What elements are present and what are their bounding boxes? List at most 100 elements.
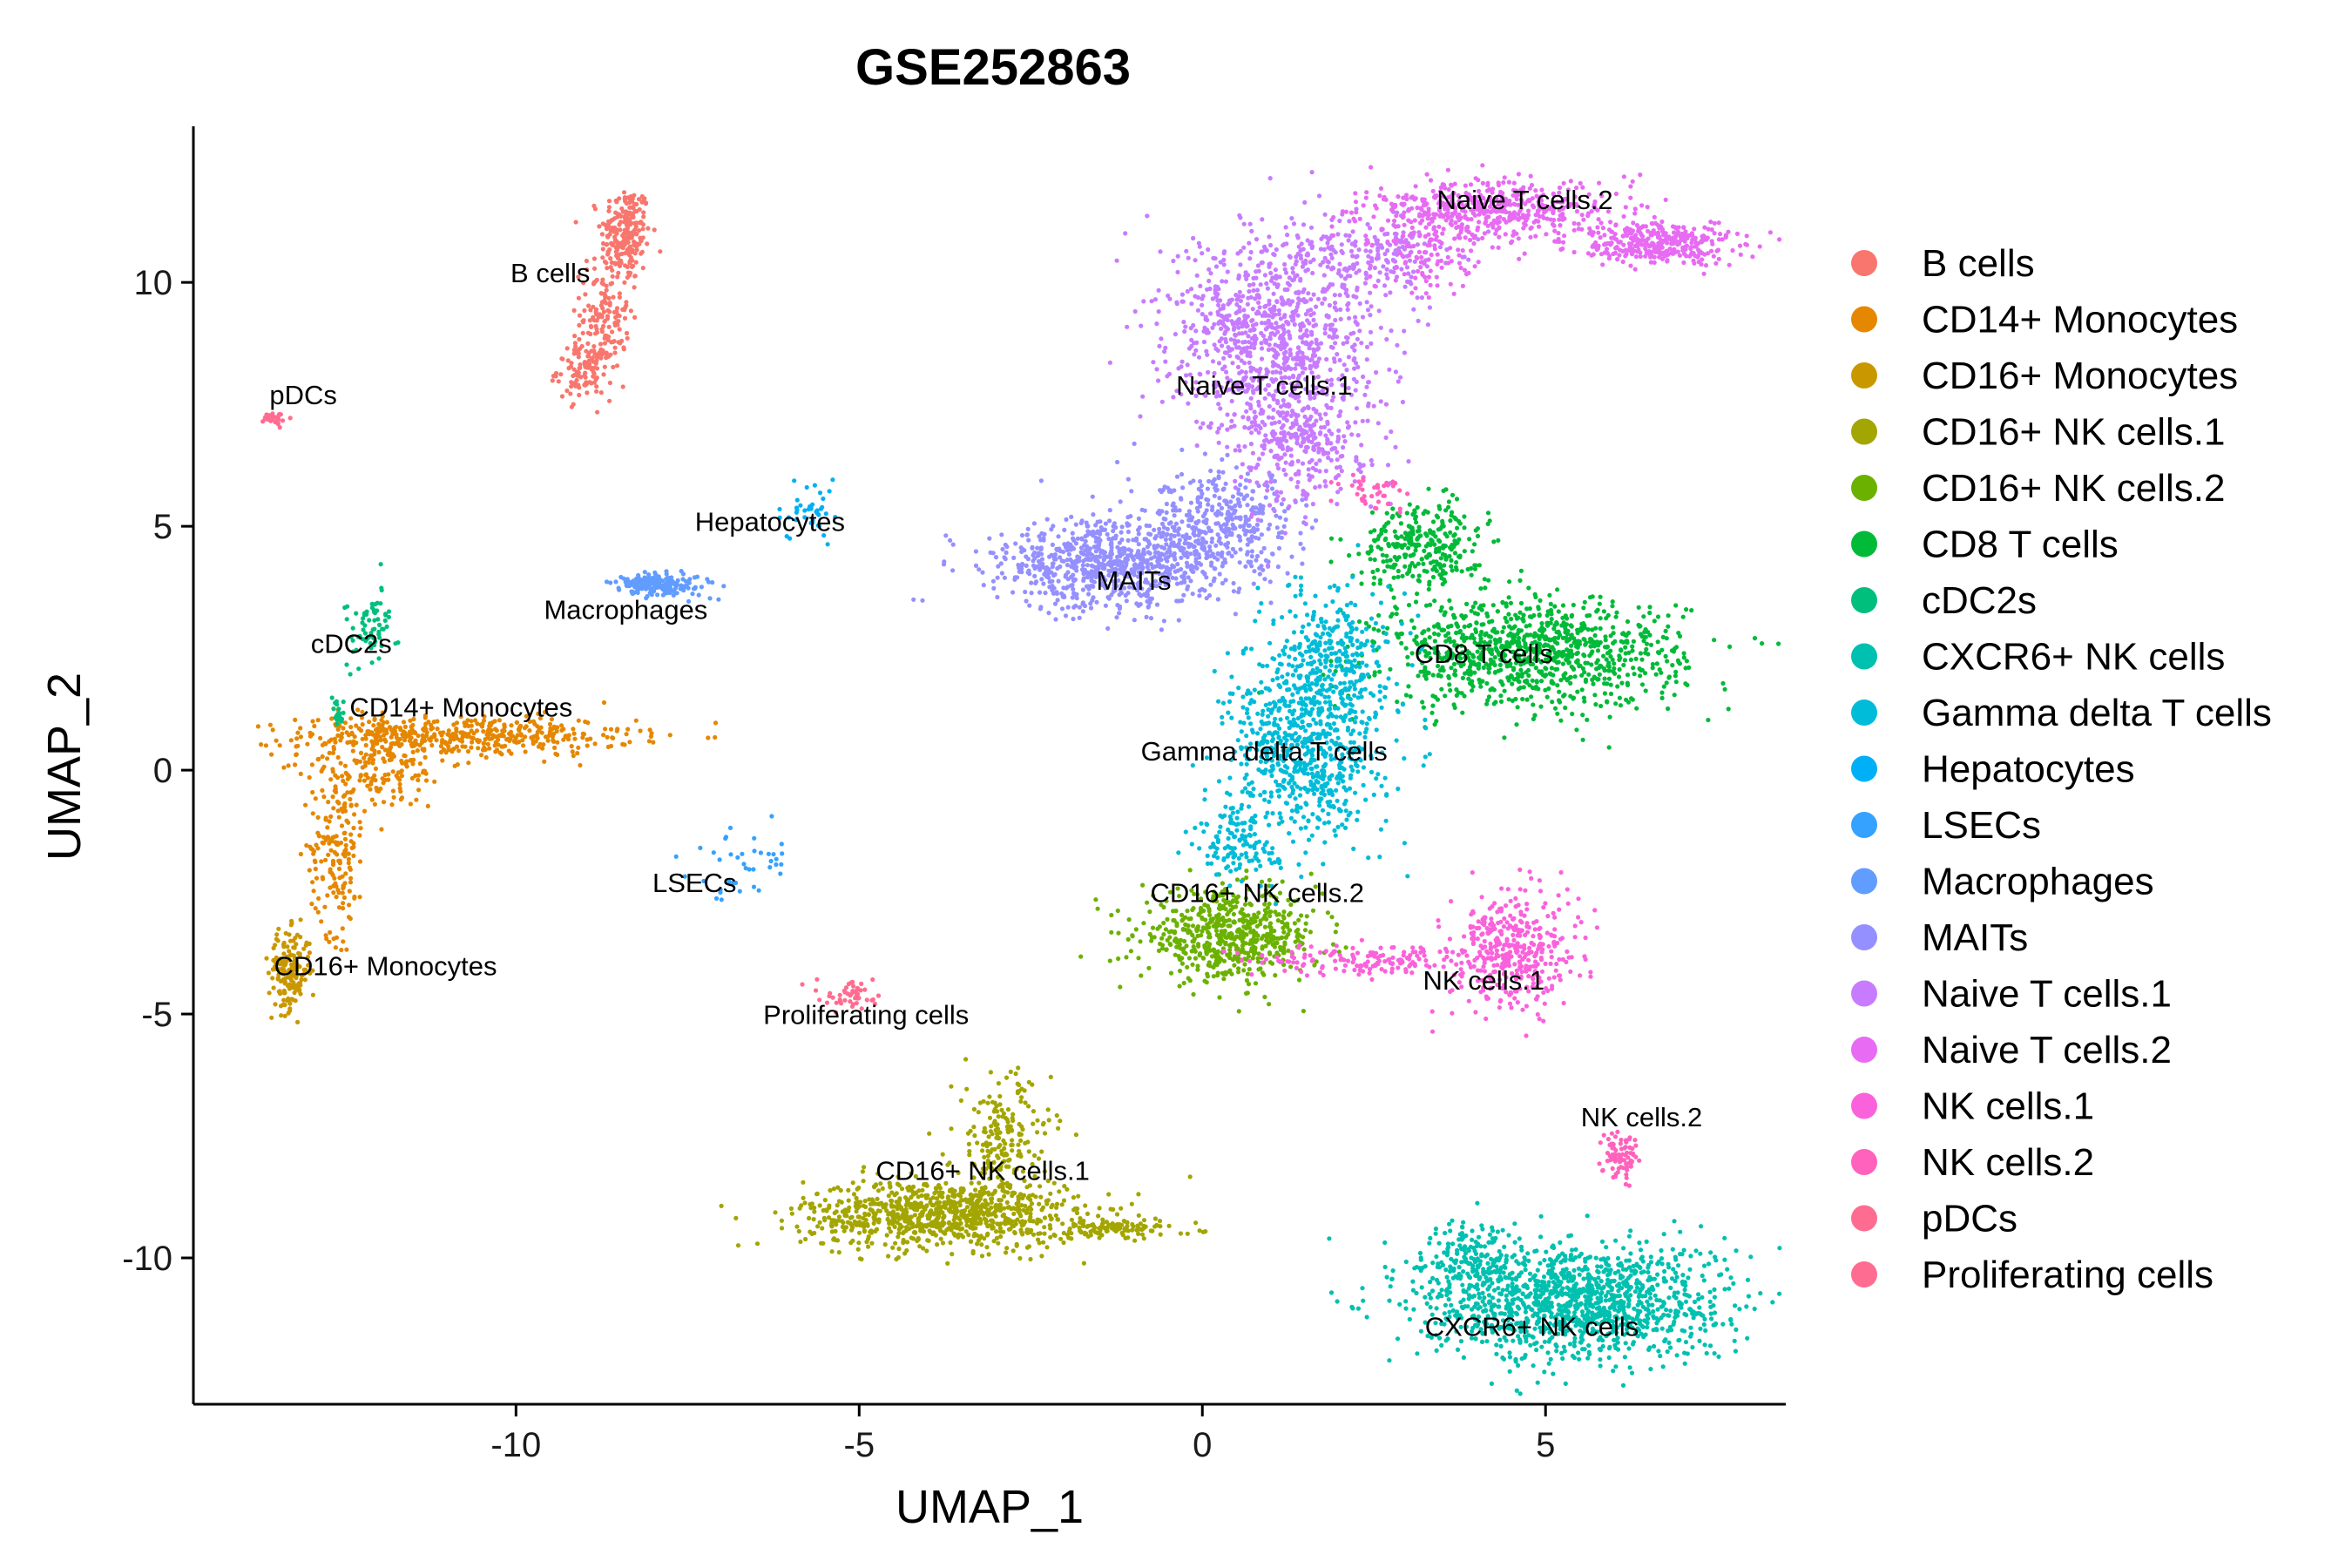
data-point [997, 1102, 1003, 1107]
data-point [1449, 605, 1454, 611]
data-point [1530, 678, 1535, 683]
data-point [330, 794, 335, 800]
data-point [1012, 1230, 1017, 1235]
data-point [399, 741, 404, 747]
data-point [836, 1250, 841, 1255]
data-point [445, 744, 451, 749]
data-point [1706, 717, 1711, 723]
data-point [1472, 542, 1477, 547]
data-point [991, 1120, 997, 1125]
data-point [497, 718, 503, 723]
data-point [1580, 737, 1585, 742]
data-point [1595, 658, 1600, 663]
data-point [1639, 657, 1645, 662]
data-point [371, 723, 376, 728]
data-point [581, 732, 586, 737]
data-point [966, 1141, 971, 1146]
data-point [1356, 618, 1362, 625]
data-point [879, 1200, 884, 1206]
data-point [275, 938, 280, 943]
data-point [586, 303, 591, 308]
data-point [1203, 1229, 1208, 1234]
data-point [634, 209, 639, 214]
data-point [465, 718, 470, 723]
data-point [1223, 971, 1228, 977]
data-point [298, 771, 303, 777]
data-point [1058, 1119, 1063, 1124]
data-point [1605, 681, 1610, 686]
data-point [1538, 1234, 1544, 1240]
data-point [706, 735, 711, 740]
data-point [1524, 606, 1530, 612]
data-point [1469, 572, 1474, 578]
data-point [1281, 929, 1287, 935]
data-point [1551, 626, 1557, 632]
data-point [617, 291, 623, 296]
data-point [1267, 1002, 1272, 1007]
data-point [328, 867, 333, 872]
data-point [1477, 1295, 1483, 1301]
data-point [479, 724, 485, 729]
data-point [1003, 1221, 1008, 1227]
data-point [1130, 1227, 1135, 1233]
data-point [846, 1187, 851, 1193]
data-point [1485, 521, 1490, 527]
data-point [1544, 612, 1550, 618]
data-point [1195, 933, 1200, 938]
data-point [363, 773, 368, 778]
data-point [1571, 602, 1576, 608]
data-point [1468, 669, 1473, 674]
data-point [1493, 700, 1498, 705]
data-point [628, 220, 634, 226]
data-point [1486, 694, 1492, 700]
data-point [341, 939, 346, 944]
data-point [1152, 1216, 1158, 1221]
data-point [1244, 868, 1249, 874]
data-point [1245, 990, 1250, 996]
data-point [344, 617, 349, 622]
data-point [1490, 686, 1495, 692]
data-point [908, 1221, 913, 1227]
data-point [494, 747, 500, 753]
data-point [1676, 631, 1681, 636]
data-point [1116, 930, 1121, 936]
data-point [1011, 1211, 1017, 1216]
data-point [651, 740, 656, 745]
data-point [1433, 1231, 1438, 1236]
data-point [868, 1230, 875, 1235]
data-point [735, 1243, 741, 1248]
data-point [348, 803, 354, 808]
data-point [1191, 991, 1196, 997]
data-point [1612, 671, 1618, 676]
data-point [409, 744, 415, 749]
data-point [410, 749, 416, 755]
data-point [1611, 1369, 1616, 1374]
series-cd14-monocytes [255, 700, 719, 956]
data-point [380, 710, 385, 715]
data-point [1587, 653, 1592, 659]
data-point [1578, 625, 1584, 631]
data-point [1446, 499, 1451, 504]
data-point [1422, 548, 1427, 554]
data-point [1520, 696, 1525, 702]
data-point [1120, 1233, 1125, 1238]
data-point [605, 241, 610, 247]
data-point [456, 748, 462, 754]
data-point [1415, 504, 1420, 510]
data-point [593, 309, 598, 314]
data-point [882, 1242, 888, 1247]
data-point [638, 728, 643, 733]
data-point [1443, 693, 1448, 699]
data-point [360, 722, 365, 727]
data-point [901, 1230, 906, 1236]
data-point [292, 945, 297, 950]
data-point [1496, 537, 1501, 544]
data-point [416, 787, 422, 793]
data-point [455, 762, 460, 767]
data-point [622, 315, 628, 321]
data-point [1010, 1248, 1016, 1254]
data-point [896, 1201, 902, 1206]
data-point [1634, 706, 1639, 711]
data-point [996, 1240, 1001, 1246]
data-point [1598, 703, 1604, 709]
